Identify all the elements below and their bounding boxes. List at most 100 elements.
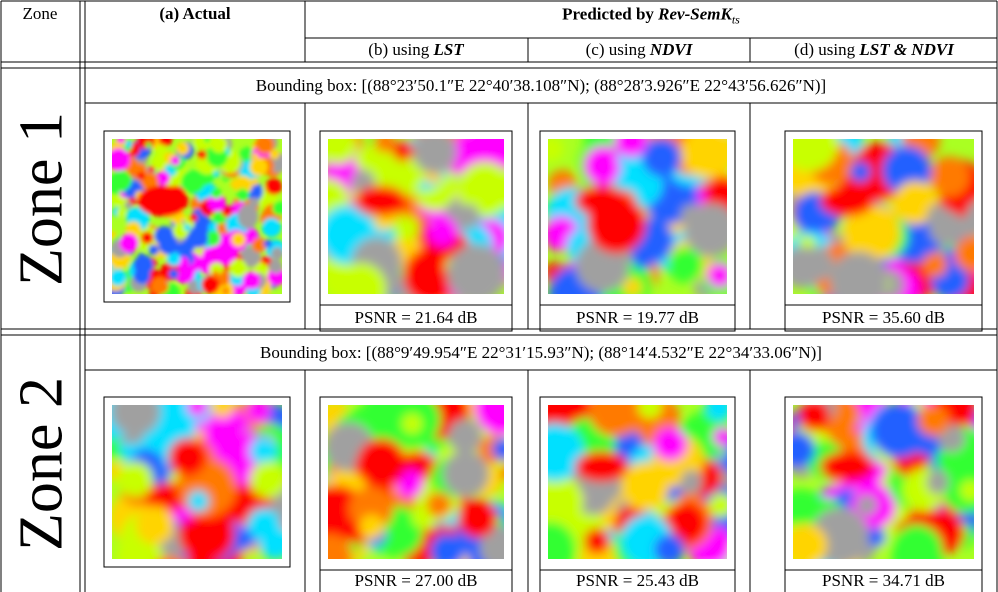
satellite-image [768,377,998,579]
image-blob [262,218,281,237]
image-blob [271,247,283,259]
image-blob [492,438,514,460]
image-blob [151,277,169,295]
image-blob [193,129,214,150]
image-blob [927,204,949,229]
image-blob [136,506,175,545]
image-blob [526,423,584,481]
image-blob [447,244,506,303]
image-blob [134,267,151,284]
image-blob [474,380,530,436]
image-blob [654,534,685,565]
image-blob [524,522,576,574]
image-blob [211,136,228,153]
method-label: (d) using [794,40,855,59]
image-blob [178,148,186,156]
image-blob [780,113,839,172]
satellite-image [300,380,531,584]
image-blob [234,198,240,204]
image-blob [148,166,155,173]
image-blob [892,525,943,576]
image-blob [181,170,205,194]
image-blob [238,204,258,229]
image-blob [119,233,138,252]
zone-label: Zone 1 [7,112,78,286]
zone-label: Zone 2 [7,377,78,551]
image-blob [850,161,871,182]
actual-header: (a) Actual [159,4,230,24]
method-label: (b) using [368,40,429,59]
image-blob [927,470,949,495]
image-blob [246,398,270,422]
psnr-label: PSNR = 35.60 dB [822,308,945,328]
table-page: Zone (a) Actual Predicted by Rev-SemKts … [0,0,998,592]
image-blob [125,140,132,147]
satellite-image [778,113,991,319]
satellite-image [103,129,288,305]
image-blob [575,186,629,217]
image-blob [680,250,697,267]
predicted-header: Predicted by Rev-SemKts [562,4,740,27]
image-blob [168,438,206,476]
image-blob [575,451,629,482]
image-blob [954,236,991,273]
satellite-image [538,110,742,320]
image-blob [623,278,642,297]
image-blob [251,178,259,186]
image-blob [448,419,482,453]
psnr-label: PSNR = 34.71 dB [822,571,945,591]
image-blob [614,124,648,158]
image-blob [159,235,178,254]
image-blob [707,263,733,289]
image-blob [857,495,877,515]
image-blob [395,216,419,240]
image-blob [929,156,969,196]
image-blob [427,216,458,247]
image-blob [155,144,167,156]
image-blob [354,186,407,217]
psnr-label: PSNR = 21.64 dB [355,308,478,328]
image-blob [270,149,280,159]
image-blob [799,247,834,282]
image-blob [141,232,153,244]
image-blob [231,233,245,247]
image-blob [204,136,210,142]
image-blob [247,508,280,541]
image-blob [430,534,465,569]
image-blob [642,138,681,177]
image-blob [960,480,981,501]
psnr-label: PSNR = 27.00 dB [355,571,478,591]
image-blob [117,135,125,143]
image-blob [785,524,828,567]
image-blob [110,170,132,192]
image-blob [250,158,268,176]
image-blob [820,186,874,217]
method-label: (c) using [586,40,646,59]
image-blob [426,492,451,517]
image-blob [458,470,479,495]
image-blob [392,140,413,161]
image-blob [250,461,287,498]
bounding-box: Bounding box: [(88°9′49.954″E 22°31′15.9… [260,343,822,363]
image-blob [272,201,286,215]
image-blob [149,245,159,255]
image-blob [354,451,407,482]
image-blob [402,414,422,434]
image-blob [584,528,610,554]
image-blob [713,427,732,446]
image-blob [138,186,189,217]
image-blob [189,229,208,248]
image-blob [118,461,153,496]
image-blob [250,437,278,465]
image-blob [109,269,126,286]
image-blob [229,259,247,277]
image-blob [830,252,888,310]
image-blob [638,394,662,418]
image-blob [319,126,357,164]
image-blob [653,427,687,461]
zone-header: Zone [23,4,58,24]
satellite-image [524,381,752,579]
image-blob [798,399,830,431]
bounding-box: Bounding box: [(88°23′50.1″E 22°40′38.10… [256,76,826,96]
image-blob [111,386,160,435]
